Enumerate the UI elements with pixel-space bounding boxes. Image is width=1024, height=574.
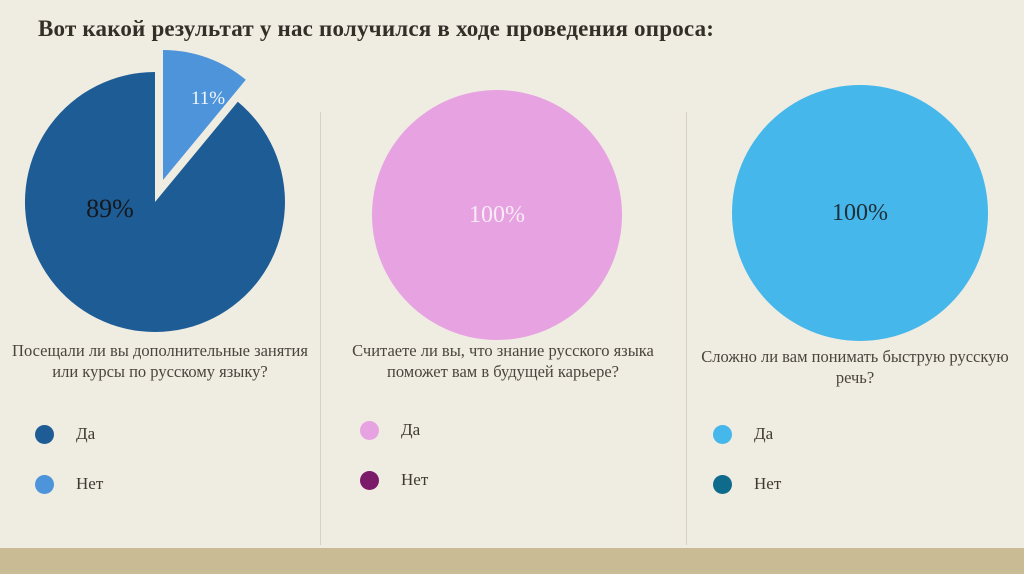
data-label-89: 89%	[86, 194, 134, 223]
legend-item-yes: Да	[360, 420, 428, 440]
pie-chart-career: 100%	[372, 90, 622, 340]
slide-title: Вот какой результат у нас получился в хо…	[38, 16, 715, 41]
legend-swatch-no	[35, 474, 54, 494]
legend-swatch-yes	[35, 424, 54, 444]
column-divider-1	[320, 112, 321, 545]
legend-label-yes: Да	[76, 424, 96, 443]
legend-label-yes: Да	[754, 424, 774, 443]
legend-courses: Да Нет	[35, 424, 103, 524]
question-speech: Сложно ли вам понимать быструю русскую р…	[701, 347, 1009, 387]
legend-item-yes: Да	[713, 424, 781, 444]
pie-slice-yes	[24, 71, 285, 332]
pie-chart-courses: 89% 11%	[5, 44, 305, 344]
question-courses: Посещали ли вы дополнительные занятия ил…	[12, 341, 308, 381]
legend-swatch-no	[713, 474, 732, 494]
bottom-accent-bar	[0, 548, 1024, 574]
legend-item-no: Нет	[713, 474, 781, 494]
column-divider-2	[686, 112, 687, 545]
legend-label-no: Нет	[754, 474, 782, 493]
pie-chart-speech: 100%	[732, 85, 988, 341]
data-label-100-career: 100%	[469, 201, 525, 228]
question-career: Считаете ли вы, что знание русского язык…	[352, 341, 654, 381]
legend-swatch-no	[360, 470, 379, 490]
pie-chart-courses-svg	[24, 50, 285, 332]
legend-item-no: Нет	[360, 470, 428, 490]
data-label-11: 11%	[190, 88, 226, 109]
legend-item-no: Нет	[35, 474, 103, 494]
legend-swatch-yes	[360, 420, 379, 440]
legend-swatch-yes	[713, 424, 732, 444]
legend-label-no: Нет	[401, 470, 429, 489]
data-label-100-speech: 100%	[832, 199, 888, 226]
legend-item-yes: Да	[35, 424, 103, 444]
legend-speech: Да Нет	[713, 424, 781, 524]
legend-label-yes: Да	[401, 420, 421, 439]
legend-career: Да Нет	[360, 420, 428, 520]
legend-label-no: Нет	[76, 474, 104, 493]
pie-slice-no-exploded	[163, 50, 246, 180]
